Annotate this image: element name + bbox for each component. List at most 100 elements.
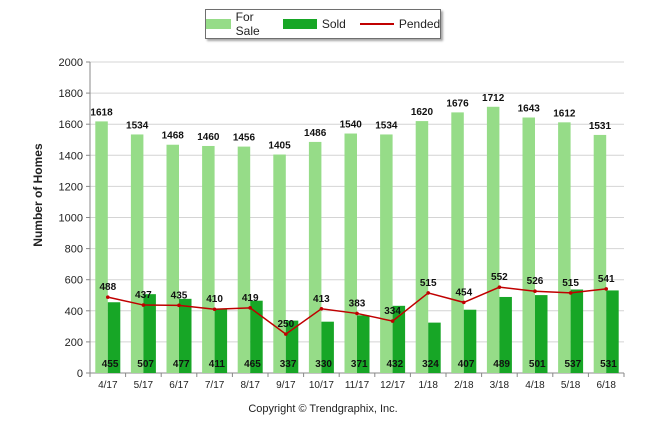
pended-point: [106, 295, 110, 299]
y-tick-label: 2000: [59, 57, 83, 69]
legend-label-pended: Pended: [398, 17, 441, 31]
for-sale-bar: [486, 106, 500, 373]
sold-value-label: 432: [387, 359, 404, 370]
for-sale-bar: [522, 117, 535, 374]
legend-item-pended[interactable]: Pended: [359, 17, 441, 31]
sold-bar: [214, 309, 228, 373]
x-tick-label: 6/18: [596, 380, 616, 391]
sold-bar: [107, 302, 121, 373]
x-tick-label: 5/17: [134, 380, 154, 391]
pended-point: [390, 319, 395, 323]
sold-swatch-icon: [282, 19, 317, 29]
sold-bar: [428, 322, 441, 373]
pended-point: [284, 332, 288, 336]
for-sale-value-label: 1486: [304, 128, 327, 139]
pended-value-label: 515: [562, 278, 579, 289]
data-labels: 1618 455 1534 507 1468 477 1460 411 1456 465 1405 3…: [90, 93, 617, 370]
y-tick-label: 1200: [59, 181, 83, 193]
pended-point: [141, 303, 146, 307]
x-tick-label: 3/18: [490, 380, 510, 391]
sold-value-label: 455: [102, 359, 119, 370]
sold-value-label: 477: [173, 359, 190, 370]
y-tick-label: 1600: [59, 119, 83, 131]
x-tick-label: 7/17: [205, 380, 225, 391]
x-tick-label: 5/18: [561, 380, 581, 391]
pended-value-label: 435: [171, 290, 188, 301]
y-tick-label: 400: [65, 306, 83, 318]
sold-value-label: 465: [244, 359, 261, 370]
for-sale-bar: [308, 141, 322, 373]
pended-point: [319, 306, 324, 311]
legend-item-sold[interactable]: Sold: [282, 17, 346, 31]
y-tick-label: 1000: [59, 213, 83, 225]
sold-bar: [499, 296, 512, 373]
legend-item-for-sale[interactable]: For Sale: [205, 10, 269, 38]
pended-point: [426, 291, 431, 295]
sold-value-label: 531: [600, 359, 617, 370]
pended-line-layer: [106, 285, 608, 336]
y-axis-label-text: Number of Homes: [31, 143, 45, 247]
y-tick-label: 600: [65, 275, 83, 287]
y-axis-label: Number of Homes: [28, 143, 48, 246]
sold-value-label: 371: [351, 359, 368, 370]
sold-bar: [606, 290, 619, 373]
pended-value-label: 488: [99, 282, 116, 293]
pended-value-label: 541: [598, 274, 615, 285]
x-tick-label: 1/18: [418, 380, 438, 391]
sold-bar: [250, 300, 263, 373]
x-tick-label: 11/17: [345, 380, 370, 391]
x-tick-label: 6/17: [169, 380, 189, 391]
y-tick-labels: 0 200 400 600 800 1000 1200 1400 1600 1800 2000: [59, 57, 83, 380]
pended-value-label: 437: [135, 290, 152, 301]
pended-point: [248, 306, 252, 310]
for-sale-value-label: 1534: [375, 120, 398, 131]
sold-value-label: 501: [529, 359, 546, 370]
y-tick-label: 200: [65, 337, 83, 349]
for-sale-bar: [130, 134, 144, 373]
x-tick-label: 10/17: [309, 380, 334, 391]
for-sale-bar: [380, 134, 393, 373]
for-sale-value-label: 1531: [589, 121, 612, 132]
sold-bar: [392, 305, 406, 373]
legend-label-for-sale: For Sale: [235, 10, 260, 38]
for-sale-value-label: 1456: [233, 133, 256, 144]
bars: [95, 106, 619, 374]
for-sale-bar: [166, 144, 179, 373]
x-tick-label: 2/18: [454, 380, 474, 391]
pended-value-label: 419: [242, 293, 259, 304]
sold-value-label: 337: [280, 359, 297, 370]
pended-point: [355, 311, 359, 316]
pended-value-label: 334: [384, 306, 401, 317]
sold-value-label: 537: [565, 359, 582, 370]
for-sale-bar: [344, 133, 357, 373]
sold-value-label: 411: [209, 359, 226, 370]
for-sale-value-label: 1405: [268, 141, 291, 152]
for-sale-bar: [202, 145, 215, 373]
sold-bar: [463, 309, 477, 373]
pended-value-label: 552: [491, 272, 508, 283]
for-sale-value-label: 1612: [553, 108, 576, 119]
pended-value-label: 383: [349, 298, 366, 309]
for-sale-value-label: 1676: [446, 98, 469, 109]
sold-value-label: 407: [458, 359, 475, 370]
for-sale-bar: [593, 134, 607, 373]
sold-bar: [321, 321, 334, 373]
pended-value-label: 515: [420, 278, 437, 289]
sold-bar: [285, 320, 299, 373]
for-sale-bar: [451, 112, 464, 373]
pended-point: [604, 287, 608, 291]
y-tick-label: 800: [65, 244, 83, 256]
for-sale-value-label: 1620: [411, 107, 434, 118]
y-tick-label: 1800: [59, 88, 83, 100]
for-sale-bar: [273, 154, 286, 373]
for-sale-value-label: 1618: [90, 107, 113, 118]
sold-value-label: 489: [493, 359, 510, 370]
x-tick-label: 9/17: [276, 380, 296, 391]
sold-value-label: 330: [315, 359, 332, 370]
x-tick-label: 12/17: [380, 380, 405, 391]
sold-bar: [179, 298, 192, 373]
for-sale-bar: [95, 121, 108, 373]
pended-point: [212, 307, 217, 312]
pended-point: [497, 285, 502, 289]
